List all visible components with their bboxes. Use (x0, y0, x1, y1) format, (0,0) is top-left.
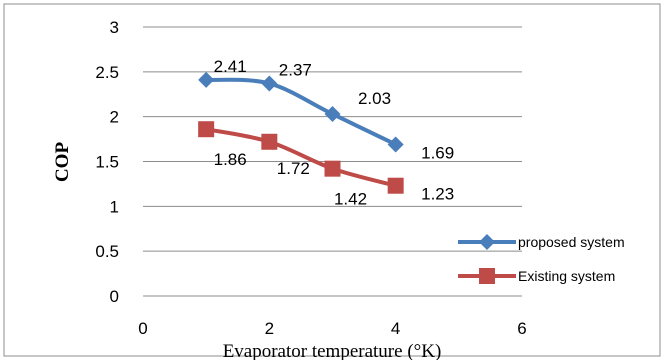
x-tick-label: 0 (138, 319, 147, 338)
x-tick-labels: 0 2 4 6 (138, 319, 526, 338)
x-tick-label: 2 (265, 319, 274, 338)
existing-system-data-label: 1.86 (214, 150, 247, 169)
y-tick-label: 2.5 (95, 63, 119, 82)
existing-system-legend-label: Existing system (518, 268, 615, 284)
chart-border (3, 3, 661, 357)
proposed-system-data-label: 2.41 (214, 57, 247, 76)
proposed-system-legend-marker (479, 234, 495, 250)
existing-system-data-label: 1.42 (334, 190, 367, 209)
y-tick-labels: 0 0.5 1 1.5 2 2.5 3 (95, 18, 119, 306)
proposed-system-marker (261, 75, 278, 92)
y-tick-label: 0.5 (95, 242, 119, 261)
x-axis-title: Evaporator temperature (°K) (223, 341, 442, 360)
proposed-system-marker (324, 105, 341, 122)
proposed-system-data-label: 1.69 (421, 143, 454, 162)
y-tick-label: 1.5 (95, 153, 119, 172)
proposed-system-data-label: 2.37 (279, 60, 312, 79)
proposed-system-marker (198, 71, 215, 88)
existing-system-data-label: 1.23 (421, 185, 454, 204)
x-tick-label: 6 (517, 319, 526, 338)
y-axis-title: COP (52, 142, 73, 183)
legend: proposed system Existing system (458, 234, 625, 284)
y-tick-label: 0 (110, 287, 119, 306)
proposed-system-legend-label: proposed system (518, 234, 625, 250)
existing-system-data-label: 1.72 (277, 159, 310, 178)
existing-system-legend-marker (479, 268, 495, 284)
y-tick-label: 2 (110, 108, 119, 127)
existing-system-marker (261, 133, 278, 150)
existing-system-marker (198, 121, 215, 138)
existing-system-marker (387, 177, 404, 194)
proposed-system-marker (387, 136, 404, 153)
x-tick-label: 4 (391, 319, 400, 338)
series-layer (198, 71, 404, 194)
y-tick-label: 3 (110, 18, 119, 37)
existing-system-marker (324, 160, 341, 177)
existing-system-line (204, 127, 398, 188)
proposed-system-line (204, 77, 398, 147)
data-labels: 2.41 2.37 2.03 1.69 1.86 1.72 1.42 1.23 (214, 57, 455, 209)
proposed-system-data-label: 2.03 (358, 89, 391, 108)
y-tick-label: 1 (110, 197, 119, 216)
